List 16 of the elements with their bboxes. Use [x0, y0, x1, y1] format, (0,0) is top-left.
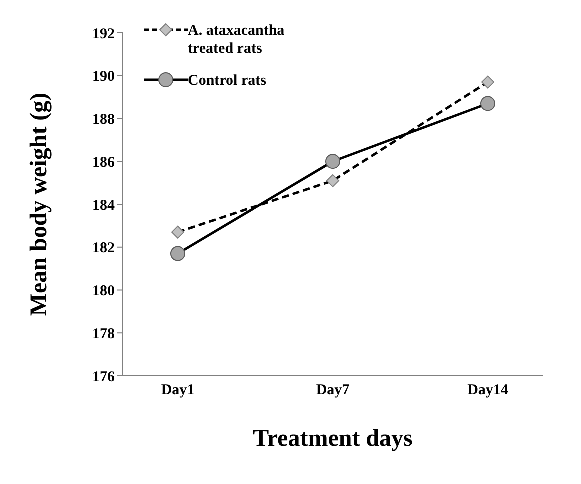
y-tick-label: 178 [92, 326, 115, 342]
x-tick-label: Day14 [468, 382, 509, 399]
y-tick-label: 188 [92, 112, 115, 128]
x-tick-label: Day1 [161, 382, 195, 399]
y-tick-label: 190 [92, 69, 115, 86]
y-tick-label: 192 [92, 26, 115, 42]
legend-label: Control rats [188, 72, 268, 90]
y-tick-label: 184 [92, 198, 116, 214]
x-tick-label: Day7 [316, 382, 350, 399]
y-axis-title: Mean body weight (g) [26, 92, 53, 316]
y-tick-label: 176 [92, 369, 116, 386]
y-tick-label: 182 [92, 240, 115, 257]
y-tick-label: 186 [92, 154, 116, 171]
y-tick-label: 180 [92, 284, 115, 300]
x-axis-title: Treatment days [253, 426, 413, 452]
legend-label: A. ataxacantha treated rats [188, 22, 286, 58]
